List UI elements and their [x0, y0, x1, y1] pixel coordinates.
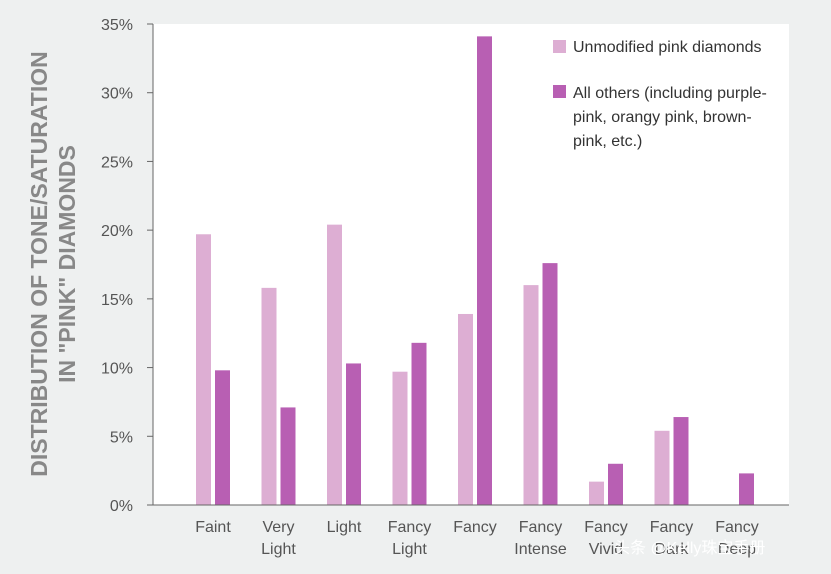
x-tick-label: Light	[261, 541, 296, 558]
y-tick-label: 20%	[101, 223, 133, 240]
y-tick-label: 25%	[101, 154, 133, 171]
bar-series-2	[346, 363, 361, 505]
x-tick-label: Light	[392, 541, 427, 558]
y-tick-label: 5%	[110, 429, 133, 446]
bar-series-1	[392, 371, 408, 505]
x-tick-label: Fancy	[388, 519, 432, 536]
x-axis-ticks: Faint Very Light Light Fancy Light Fancy Fancy I…	[195, 519, 759, 558]
y-axis-title-line: DISTRIBUTION OF TONE/SATURATION	[26, 51, 52, 477]
x-tick-label: Deep	[718, 541, 756, 558]
y-tick-label: 30%	[101, 86, 133, 103]
bar-series-1	[458, 313, 473, 505]
x-tick-label: Intense	[514, 541, 567, 558]
bar-series-2	[608, 463, 623, 505]
bar-series-1	[196, 234, 211, 505]
watermark: 头条 @Kelly珠宝手册	[614, 539, 765, 557]
bar-series-2	[673, 417, 689, 505]
x-tick-label: Fancy	[453, 519, 497, 536]
bar-series-2	[215, 370, 230, 505]
x-tick-label: Fancy	[584, 519, 628, 536]
legend-label-series-2: pink, orangy pink, brown-	[573, 109, 752, 126]
y-axis-ticks: 0% 5% 10% 15% 20% 25% 30% 35%	[101, 17, 153, 515]
bars	[196, 36, 754, 506]
legend: Unmodified pink diamonds All others (incl…	[553, 39, 767, 150]
x-tick-label: Very	[262, 519, 294, 536]
y-axis-title-line: IN "PINK" DIAMONDS	[54, 145, 80, 383]
x-tick-label: Fancy	[519, 519, 563, 536]
bar-series-2	[477, 36, 492, 506]
bar-series-1	[589, 481, 604, 505]
legend-swatch-series-1	[553, 40, 566, 53]
bar-series-1	[327, 224, 342, 505]
bar-series-2	[739, 473, 754, 505]
bar-series-2	[411, 342, 427, 505]
y-tick-label: 35%	[101, 17, 133, 34]
x-tick-label: Fancy	[715, 519, 759, 536]
x-tick-label: Vivid	[589, 541, 623, 558]
y-tick-label: 10%	[101, 361, 133, 378]
bar-series-1	[654, 430, 670, 505]
y-axis-title: DISTRIBUTION OF TONE/SATURATION IN "PINK"…	[26, 51, 80, 477]
y-tick-label: 0%	[110, 498, 133, 515]
legend-label-series-2: pink, etc.)	[573, 133, 642, 150]
legend-label-series-2: All others (including purple-	[573, 85, 767, 102]
x-tick-label: Faint	[195, 519, 231, 536]
legend-label-series-1: Unmodified pink diamonds	[573, 39, 762, 56]
x-tick-label: Dark	[655, 541, 690, 558]
x-tick-label: Light	[327, 519, 362, 536]
bar-series-1	[523, 285, 539, 505]
x-tick-label: Fancy	[650, 519, 694, 536]
bar-series-2	[542, 263, 558, 505]
y-tick-label: 15%	[101, 292, 133, 309]
legend-swatch-series-2	[553, 85, 566, 98]
bar-series-1	[261, 287, 277, 505]
bar-series-2	[280, 407, 296, 505]
